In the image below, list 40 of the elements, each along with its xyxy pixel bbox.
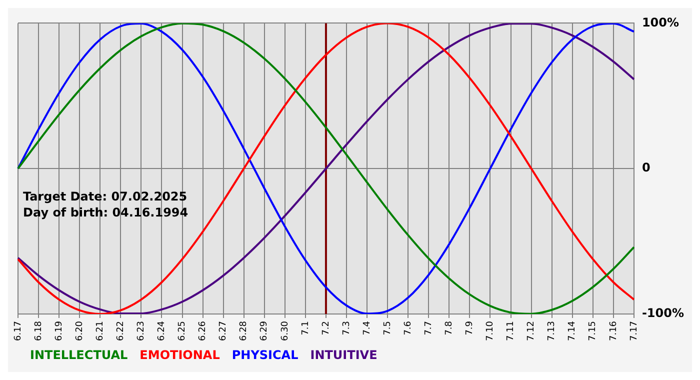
x-tick-label: 7.16: [608, 320, 619, 342]
x-tick-label: 7.17: [629, 320, 640, 342]
x-tick-label: 6.21: [95, 320, 106, 342]
y-tick-label: 100%: [642, 15, 680, 30]
text: PHYSICAL: [232, 348, 299, 362]
text: INTUITIVE: [310, 348, 378, 362]
x-tick-label: 7.6: [403, 320, 414, 336]
x-tick-label: 7.13: [547, 320, 558, 342]
x-tick-label: 7.5: [382, 320, 393, 336]
x-tick-label: 7.1: [300, 320, 311, 336]
x-tick-label: 7.10: [486, 320, 496, 342]
x-tick-label: 6.30: [280, 320, 290, 342]
x-tick-label: 6.24: [157, 320, 168, 342]
x-tick-label: 6.22: [116, 320, 126, 342]
x-tick-label: 6.17: [13, 320, 24, 342]
y-tick-label: -100%: [642, 306, 684, 320]
x-tick-label: 7.8: [444, 320, 455, 336]
x-tick-label: 7.9: [465, 320, 476, 336]
y-tick-label: 0: [642, 160, 650, 175]
x-tick-label: 7.7: [424, 320, 434, 336]
x-tick-label: 6.25: [178, 320, 188, 342]
x-tick-label: 6.28: [239, 320, 250, 342]
x-tick-label: 7.4: [362, 320, 372, 336]
x-tick-label: 7.14: [568, 320, 578, 342]
x-tick-label: 6.20: [74, 320, 85, 342]
x-tick-label: 6.19: [54, 320, 64, 342]
text: EMOTIONAL: [140, 348, 220, 362]
annotation: Day of birth: 04.16.1994: [23, 206, 188, 220]
x-tick-label: 7.12: [526, 320, 537, 342]
x-tick-label: 6.23: [136, 320, 147, 342]
x-tick-label: 7.2: [321, 320, 332, 336]
annotation: Target Date: 07.02.2025: [23, 190, 188, 204]
x-tick-label: 6.29: [260, 320, 270, 342]
x-tick-label: 6.26: [198, 320, 208, 342]
x-tick-label: 7.15: [588, 320, 598, 342]
x-tick-label: 7.3: [342, 320, 352, 336]
x-tick-label: 6.18: [34, 320, 44, 342]
x-tick-label: 6.27: [218, 320, 229, 342]
text: INTELLECTUAL: [30, 348, 128, 362]
x-tick-label: 7.11: [506, 320, 516, 342]
